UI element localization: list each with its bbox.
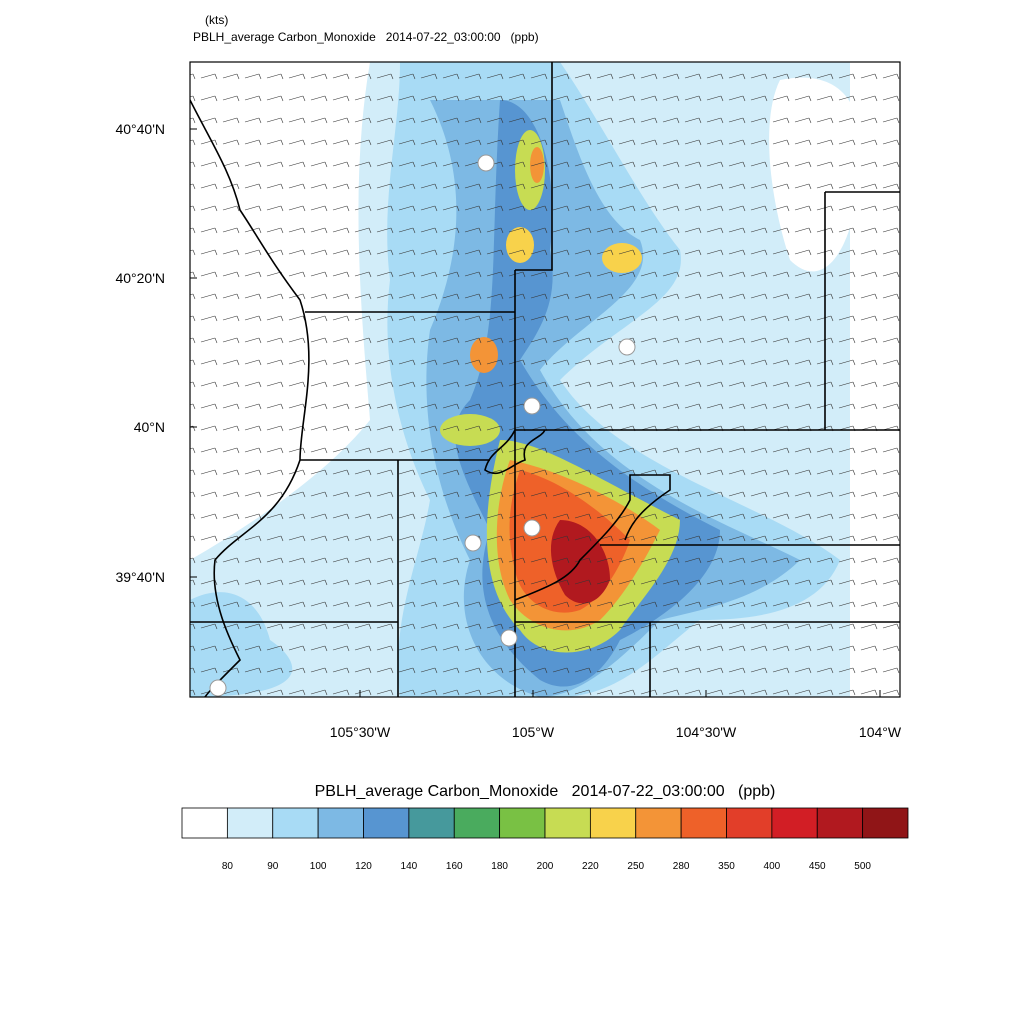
color-box [181, 807, 228, 839]
units-label: (kts) [205, 13, 228, 27]
colorbar-label: 120 [355, 861, 372, 872]
color-box [226, 807, 274, 839]
color-box [544, 807, 591, 839]
color-box [726, 807, 773, 839]
colorbar-title: PBLH_average Carbon_Monoxide 2014-07-22_… [315, 783, 776, 800]
colorbar-label: 180 [491, 861, 508, 872]
color-box [453, 807, 501, 839]
colorbar-label: 280 [673, 861, 690, 872]
lat-label: 40°20'N [115, 270, 165, 286]
color-box [272, 807, 319, 839]
lat-label: 40°N [134, 419, 165, 435]
colorbar-label: 80 [222, 861, 234, 872]
lon-label: 105°30'W [330, 724, 391, 740]
color-box [317, 807, 364, 839]
colorbar: 80 90 100 120 140 160 180 200 220 250 280 350 400 450… [181, 807, 909, 872]
color-box [408, 807, 455, 839]
map-frame [189, 61, 901, 698]
color-box [680, 807, 727, 839]
lon-label: 104°30'W [676, 724, 737, 740]
colorbar-label: 400 [764, 861, 781, 872]
color-box [499, 807, 546, 839]
colorbar-label: 250 [627, 861, 644, 872]
colorbar-label: 200 [537, 861, 554, 872]
color-box [862, 807, 909, 839]
color-box [816, 807, 864, 839]
lat-label: 39°40'N [115, 569, 165, 585]
color-box [589, 807, 637, 839]
colorbar-label: 500 [854, 861, 871, 872]
color-box [363, 807, 410, 839]
lat-label: 40°40'N [115, 121, 165, 137]
plot-title: PBLH_average Carbon_Monoxide 2014-07-22_… [193, 30, 539, 44]
colorbar-label: 220 [582, 861, 599, 872]
axes: 40°40'N 40°20'N 40°N 39°40'N 105°30'W 105°W 10… [115, 121, 901, 740]
lon-label: 105°W [512, 724, 555, 740]
color-box [771, 807, 818, 839]
map-area [190, 62, 900, 697]
colorbar-label: 350 [718, 861, 735, 872]
colorbar-label: 450 [809, 861, 826, 872]
color-box [635, 807, 682, 839]
colorbar-label: 90 [267, 861, 279, 872]
lon-label: 104°W [859, 724, 902, 740]
colorbar-label: 100 [310, 861, 327, 872]
colorbar-label: 160 [446, 861, 463, 872]
colorbar-label: 140 [401, 861, 418, 872]
